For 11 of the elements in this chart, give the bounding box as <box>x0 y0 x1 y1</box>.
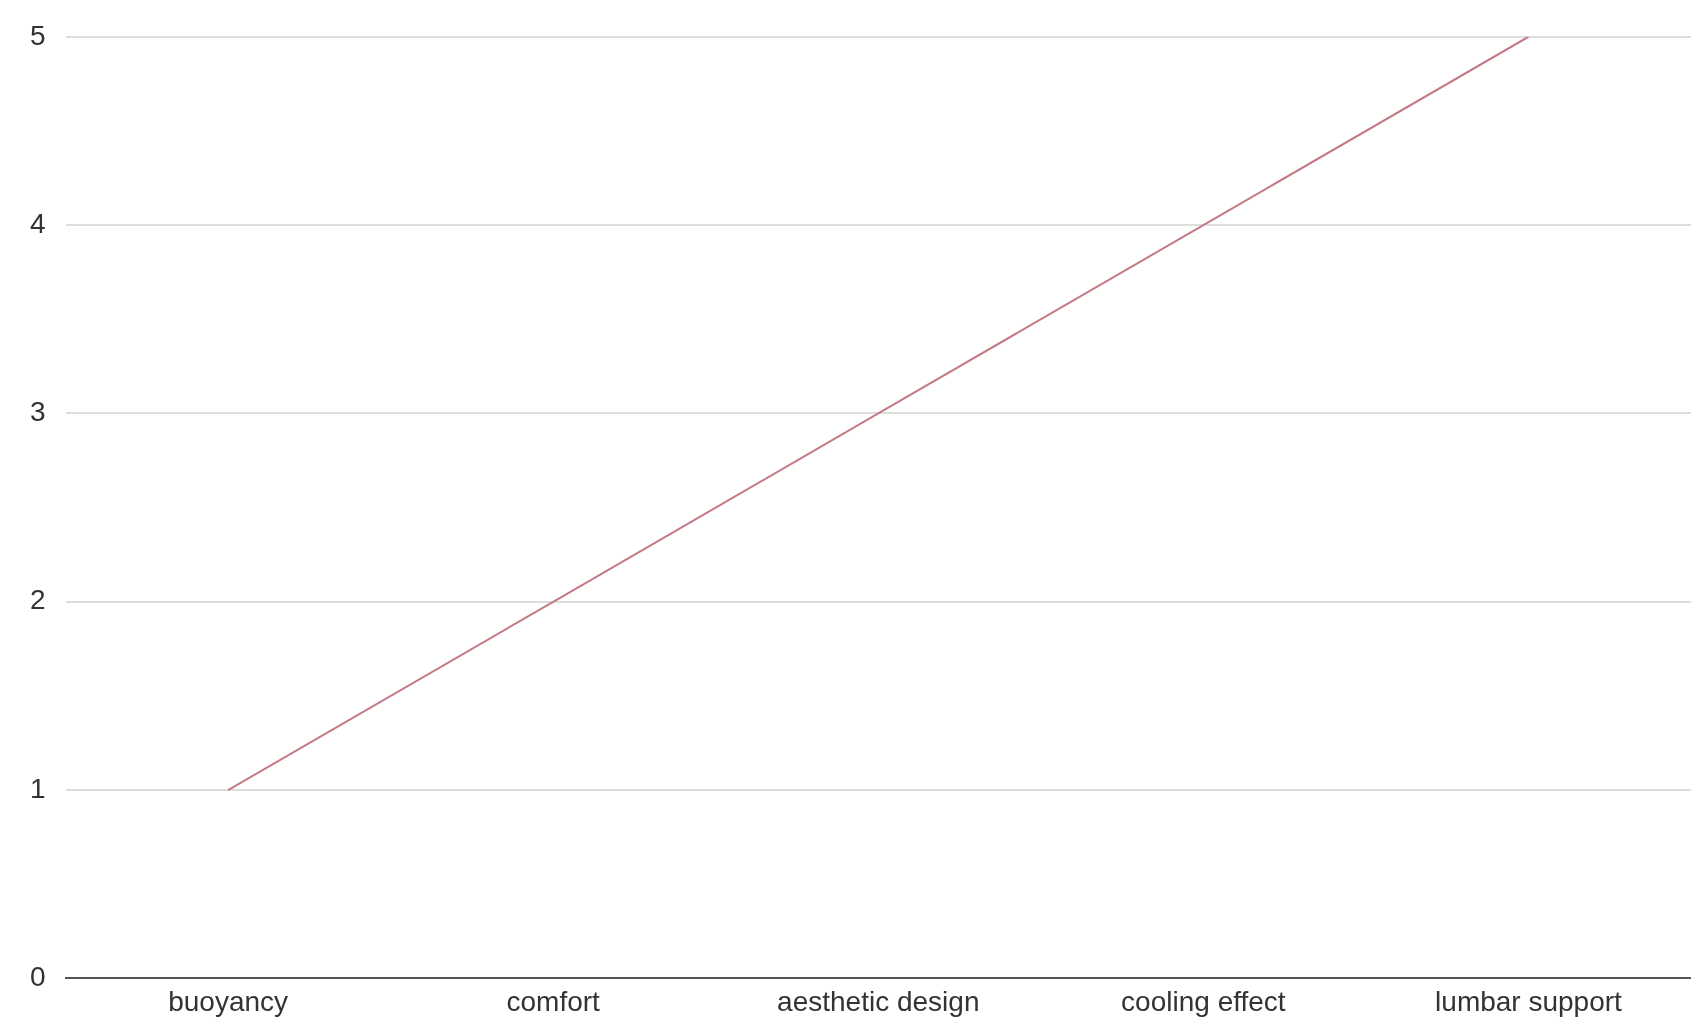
y-tick-label: 1 <box>29 772 46 804</box>
y-tick-label: 2 <box>29 584 46 616</box>
x-tick-label: buoyancy <box>168 985 289 1017</box>
x-tick-label: lumbar support <box>1435 985 1623 1017</box>
y-tick-label: 5 <box>29 19 46 51</box>
y-tick-label: 4 <box>29 207 46 239</box>
x-tick-label: comfort <box>506 985 601 1017</box>
y-tick-label: 3 <box>29 396 46 428</box>
x-tick-label: aesthetic design <box>777 985 980 1017</box>
y-tick-label: 0 <box>29 961 46 993</box>
x-tick-label: cooling effect <box>1121 985 1286 1017</box>
